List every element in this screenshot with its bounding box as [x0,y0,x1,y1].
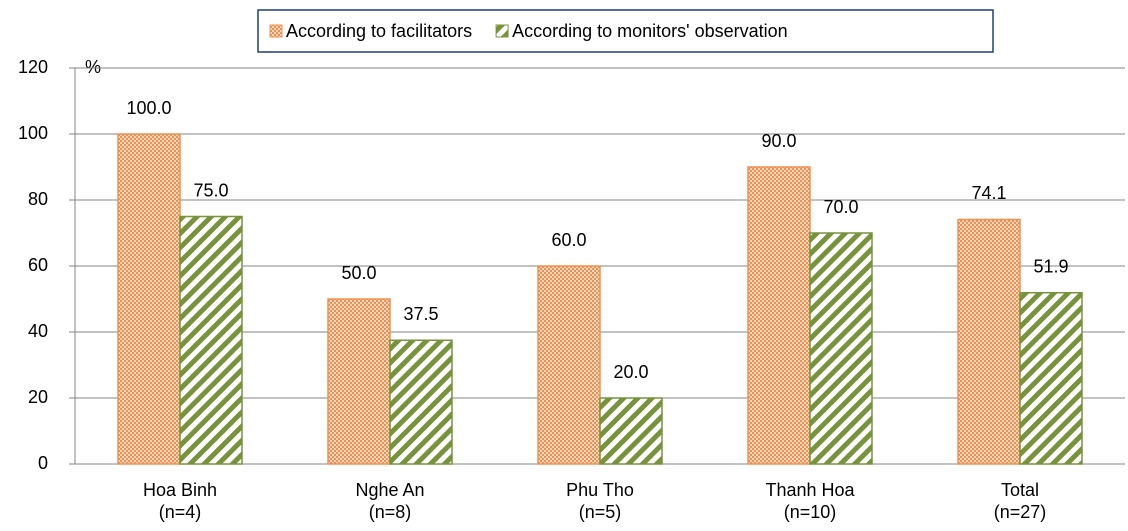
bar [537,265,601,465]
value-label: 100.0 [126,98,171,118]
y-tick-label: 40 [28,321,48,341]
bar [117,133,181,465]
y-tick-label: 100 [18,123,48,143]
y-tick-label: 120 [18,57,48,77]
value-label: 51.9 [1033,256,1068,276]
y-axis-label: % [85,57,101,77]
y-tick-label: 80 [28,189,48,209]
bar [1019,291,1083,465]
value-label: 75.0 [193,180,228,200]
value-label: 90.0 [761,131,796,151]
x-tick-label: Phu Tho (n=5) [566,480,634,522]
y-tick-label: 0 [38,453,48,473]
bar [957,218,1021,465]
value-label: 60.0 [551,230,586,250]
legend-label: According to monitors' observation [512,21,788,41]
value-label: 37.5 [403,304,438,324]
value-label: 50.0 [341,263,376,283]
y-tick-label: 20 [28,387,48,407]
bar [809,232,873,465]
value-label: 74.1 [971,183,1006,203]
bar [747,166,811,465]
y-tick-label: 60 [28,255,48,275]
bar [389,339,453,465]
legend-swatch [269,24,283,38]
x-tick-label: Thanh Hoa (n=10) [765,480,855,522]
value-label: 20.0 [613,362,648,382]
x-tick-label: Nghe An (n=8) [355,480,424,522]
x-tick-label: Total (n=27) [994,480,1047,522]
value-label: 70.0 [823,197,858,217]
bar [179,215,243,465]
x-tick-label: Hoa Binh (n=4) [143,480,217,522]
bar [599,397,663,465]
bar [327,298,391,465]
legend-label: According to facilitators [286,21,472,41]
legend-box [257,9,994,53]
legend-swatch [495,24,509,38]
